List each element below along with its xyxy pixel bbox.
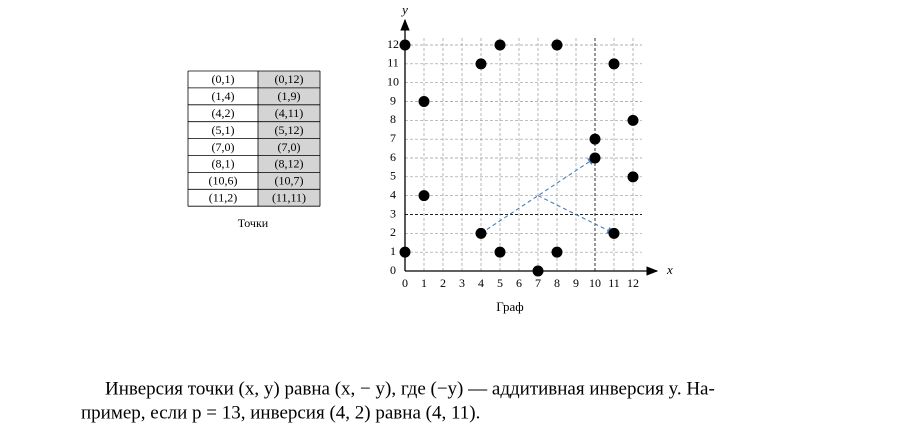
table-cell: (1,4) [212, 89, 235, 103]
x-tick-label: 9 [573, 276, 579, 290]
table-cell: (5,1) [212, 123, 235, 137]
table-cell: (7,0) [212, 140, 235, 154]
arrow [480, 157, 596, 234]
point [589, 133, 601, 145]
x-tick-label: 4 [478, 276, 484, 290]
table-cell: (10,7) [275, 174, 304, 188]
x-tick-label: 6 [516, 276, 522, 290]
x-tick-label: 1 [421, 276, 427, 290]
x-axis-label: x [666, 262, 673, 277]
table-cell: (10,6) [209, 174, 238, 188]
point [627, 171, 639, 183]
point [608, 227, 620, 239]
x-tick-label: 11 [608, 276, 620, 290]
y-tick-label: 9 [390, 93, 396, 107]
point [399, 39, 411, 51]
paragraph-line: пример, если p = 13, инверсия (4, 2) рав… [81, 402, 480, 423]
x-tick-label: 0 [402, 276, 408, 290]
x-tick-label: 7 [535, 276, 541, 290]
paragraph-line: Инверсия точки (x, y) равна (x, − y), гд… [105, 378, 715, 399]
y-tick-label: 12 [387, 37, 399, 51]
point [399, 246, 411, 258]
y-tick-label: 8 [390, 112, 396, 126]
table-cell: (0,1) [212, 72, 235, 86]
point [475, 227, 487, 239]
x-tick-label: 12 [627, 276, 639, 290]
y-tick-label: 3 [390, 206, 396, 220]
chart-caption: Граф [496, 299, 523, 314]
table-cell: (8,1) [212, 157, 235, 171]
table-cell: (8,12) [275, 157, 304, 171]
table-cell: (1,9) [278, 89, 301, 103]
point [532, 265, 544, 277]
points-table: (0,1) (0,12) (1,4) (1,9) (4,2) (4,11) (5,1) (5,… [187, 70, 321, 207]
y-tick-label: 7 [390, 131, 396, 145]
point [608, 58, 620, 70]
y-tick-label: 11 [387, 56, 399, 70]
table-cell: (0,12) [275, 72, 304, 86]
point [627, 114, 639, 126]
point [589, 152, 601, 164]
y-tick-label: 0 [390, 263, 396, 277]
table-cell: (7,0) [278, 140, 301, 154]
x-tick-label: 2 [440, 276, 446, 290]
x-tick-label: 3 [459, 276, 465, 290]
point [418, 96, 430, 107]
table-cell: (11,11) [272, 191, 306, 205]
x-tick-label: 10 [589, 276, 601, 290]
x-tick-label: 8 [554, 276, 560, 290]
y-tick-label: 6 [390, 150, 396, 164]
x-tick-label: 5 [497, 276, 503, 290]
table-cell: (5,12) [275, 123, 304, 137]
point [551, 246, 563, 258]
table-cell: (4,11) [275, 106, 304, 120]
table-cell: (11,2) [209, 191, 238, 205]
point [551, 39, 563, 51]
y-tick-label: 1 [390, 244, 396, 258]
table-caption: Точки [238, 216, 269, 230]
y-tick-label: 5 [390, 169, 396, 183]
point [475, 58, 487, 70]
y-axis-label: y [400, 2, 408, 17]
y-tick-label: 4 [390, 187, 396, 201]
y-tick-label: 10 [387, 74, 399, 88]
point [418, 190, 430, 202]
arrow [537, 195, 615, 234]
point [494, 39, 506, 51]
y-tick-label: 2 [390, 225, 396, 239]
point [494, 246, 506, 258]
table-cell: (4,2) [212, 106, 235, 120]
